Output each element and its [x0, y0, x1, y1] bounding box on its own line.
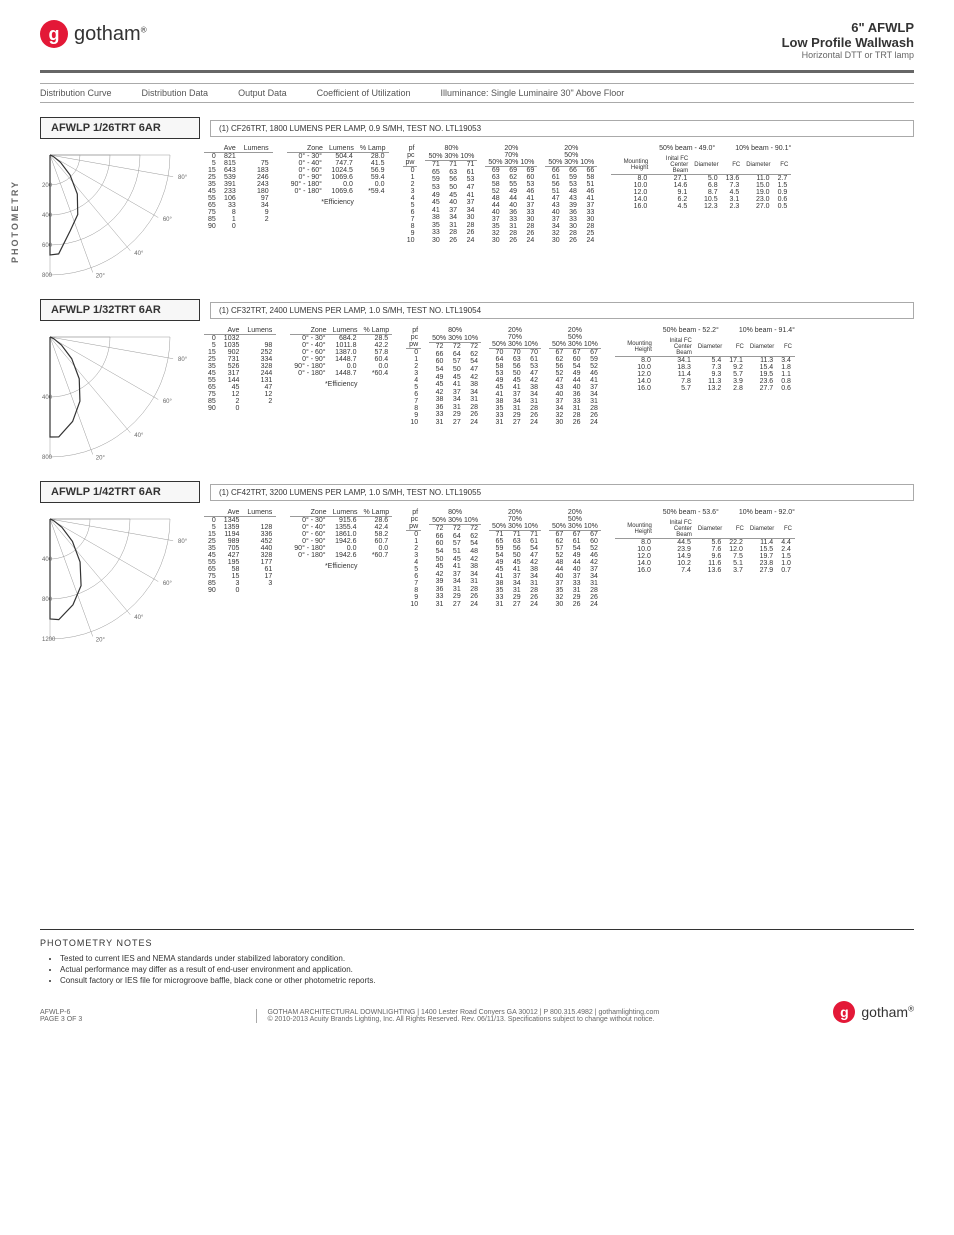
header-rule	[40, 70, 914, 73]
footer-center: GOTHAM ARCHITECTURAL DOWNLIGHTING | 1400…	[256, 1009, 659, 1023]
header-title-1: 6" AFWLP	[782, 20, 914, 35]
cu-table: 20%50%50% 30% 10%67676762605956545252494…	[549, 327, 601, 426]
svg-text:40°: 40°	[134, 615, 144, 621]
note-item: Tested to current IES and NEMA standards…	[60, 954, 914, 963]
registered-mark: ®	[141, 25, 147, 34]
svg-text:800: 800	[42, 597, 53, 603]
cu-pf-col: pfpcpw012345678910	[406, 327, 421, 426]
cu-group: pfpcpw012345678910 80%50% 30% 10%72727266…	[406, 509, 601, 608]
note-item: Consult factory or IES file for microgro…	[60, 976, 914, 985]
svg-text:60°: 60°	[163, 217, 173, 223]
footer-page-num: PAGE 3 OF 3	[40, 1016, 82, 1023]
output-data: ZoneLumens% Lamp0° - 30°504.428.00° - 40…	[287, 145, 389, 206]
cu-group: pfpcpw012345678910 80%50% 30% 10%72727266…	[406, 327, 601, 426]
svg-text:20°: 20°	[96, 273, 106, 279]
svg-text:80°: 80°	[178, 357, 188, 363]
cu-table: 80%50% 30% 10%72727266646260575454504749…	[429, 327, 481, 426]
footer-doc-id: AFWLP-6	[40, 1009, 82, 1016]
cu-table: 20%70%50% 30% 10%69696963626058555352494…	[485, 145, 537, 244]
svg-text:20°: 20°	[96, 455, 106, 461]
note-item: Actual performance may differ as a resul…	[60, 965, 914, 974]
svg-text:60°: 60°	[163, 581, 173, 587]
footer-logo-icon: g	[833, 1001, 855, 1023]
sh-2: Output Data	[238, 88, 287, 98]
notes-list: Tested to current IES and NEMA standards…	[40, 954, 914, 985]
svg-text:400: 400	[42, 213, 53, 219]
footer-brand-text: gotham	[861, 1004, 908, 1020]
svg-text:80°: 80°	[178, 175, 188, 181]
distribution-curve: 200 400 600 800 80° 60° 40° 20°	[40, 145, 190, 285]
sh-3: Coefficient of Utilization	[317, 88, 411, 98]
cu-pf-col: pfpcpw012345678910	[406, 509, 421, 608]
distribution-curve: 400 800 80° 60° 40° 20°	[40, 327, 190, 467]
model-desc: (1) CF42TRT, 3200 LUMENS PER LAMP, 1.0 S…	[210, 484, 914, 501]
data-block: 200 400 600 800 80° 60° 40° 20° AveLumens0821581…	[40, 145, 914, 285]
page-footer: AFWLP-6 PAGE 3 OF 3 GOTHAM ARCHITECTURAL…	[40, 1001, 914, 1023]
svg-text:200: 200	[42, 183, 53, 189]
model-desc: (1) CF32TRT, 2400 LUMENS PER LAMP, 1.0 S…	[210, 302, 914, 319]
distribution-table: AveLumens0821581575156431832553924635391…	[204, 145, 273, 230]
svg-text:60°: 60°	[163, 399, 173, 405]
cu-table: 20%50%50% 30% 10%66666661595856535151484…	[545, 145, 597, 244]
svg-text:40°: 40°	[134, 251, 144, 257]
header-title-2: Low Profile Wallwash	[782, 35, 914, 50]
distribution-curve: 400 800 1200 80° 60° 40° 20°	[40, 509, 190, 649]
svg-text:80°: 80°	[178, 539, 188, 545]
header-right: 6" AFWLP Low Profile Wallwash Horizontal…	[782, 20, 914, 60]
footer-registered: ®	[908, 1004, 914, 1013]
footer-logo: g gotham®	[833, 1001, 914, 1023]
model-desc: (1) CF26TRT, 1800 LUMENS PER LAMP, 0.9 S…	[210, 120, 914, 137]
photometry-notes: PHOTOMETRY NOTES Tested to current IES a…	[40, 929, 914, 985]
svg-text:400: 400	[42, 395, 53, 401]
sh-1: Distribution Data	[142, 88, 209, 98]
illuminance-block: 50% beam - 53.6°10% beam - 92.0°Mounting…	[615, 509, 795, 574]
sh-4: Illuminance: Single Luminaire 30" Above …	[440, 88, 624, 98]
svg-text:600: 600	[42, 243, 53, 249]
footer-brand-name: gotham®	[861, 1004, 914, 1020]
page-header: g gotham® 6" AFWLP Low Profile Wallwash …	[40, 20, 914, 60]
model-label: AFWLP 1/32TRT 6AR	[40, 299, 200, 321]
svg-text:400: 400	[42, 557, 53, 563]
products-container: AFWLP 1/26TRT 6AR (1) CF26TRT, 1800 LUME…	[40, 117, 914, 649]
cu-table: 20%50%50% 30% 10%67676762616057545252494…	[549, 509, 601, 608]
cu-group: pfpcpw012345678910 80%50% 30% 10%71717165…	[403, 145, 598, 244]
svg-text:40°: 40°	[134, 433, 144, 439]
cu-table: 20%70%50% 30% 10%70707064636158565353504…	[489, 327, 541, 426]
svg-text:1200: 1200	[42, 637, 56, 643]
svg-text:20°: 20°	[96, 637, 106, 643]
footer-address: GOTHAM ARCHITECTURAL DOWNLIGHTING | 1400…	[267, 1009, 659, 1016]
model-label: AFWLP 1/26TRT 6AR	[40, 117, 200, 139]
footer-left: AFWLP-6 PAGE 3 OF 3	[40, 1009, 82, 1023]
cu-pf-col: pfpcpw012345678910	[403, 145, 418, 244]
svg-text:800: 800	[42, 455, 53, 461]
header-title-3: Horizontal DTT or TRT lamp	[782, 50, 914, 60]
side-label: PHOTOMETRY	[10, 180, 20, 263]
footer-copyright: © 2010-2013 Acuity Brands Lighting, Inc.…	[267, 1016, 659, 1023]
distribution-table: AveLumens0103251035981590225225731334355…	[204, 327, 276, 412]
output-data: ZoneLumens% Lamp0° - 30°915.628.60° - 40…	[290, 509, 392, 570]
brand-text: gotham	[74, 23, 141, 45]
illuminance-block: 50% beam - 49.0°10% beam - 90.1°Mounting…	[611, 145, 791, 210]
model-label: AFWLP 1/42TRT 6AR	[40, 481, 200, 503]
notes-title: PHOTOMETRY NOTES	[40, 938, 914, 948]
section-headers: Distribution Curve Distribution Data Out…	[40, 83, 914, 103]
distribution-table: AveLumens0134551359128151194336259894523…	[204, 509, 276, 594]
brand-name: gotham®	[74, 23, 147, 46]
logo-icon: g	[40, 20, 68, 48]
cu-table: 80%50% 30% 10%71717165636159565353504749…	[425, 145, 477, 244]
data-block: 400 800 80° 60° 40° 20° AveLumens0103251035981…	[40, 327, 914, 467]
svg-text:800: 800	[42, 273, 53, 279]
data-block: 400 800 1200 80° 60° 40° 20° AveLumens013455135…	[40, 509, 914, 649]
brand-logo: g gotham®	[40, 20, 147, 48]
cu-table: 80%50% 30% 10%72727266646260575454514850…	[429, 509, 481, 608]
cu-table: 20%70%50% 30% 10%71717165636159565454504…	[489, 509, 541, 608]
illuminance-block: 50% beam - 52.2°10% beam - 91.4°Mounting…	[615, 327, 795, 392]
sh-0: Distribution Curve	[40, 88, 112, 98]
output-data: ZoneLumens% Lamp0° - 30°684.228.50° - 40…	[290, 327, 392, 388]
